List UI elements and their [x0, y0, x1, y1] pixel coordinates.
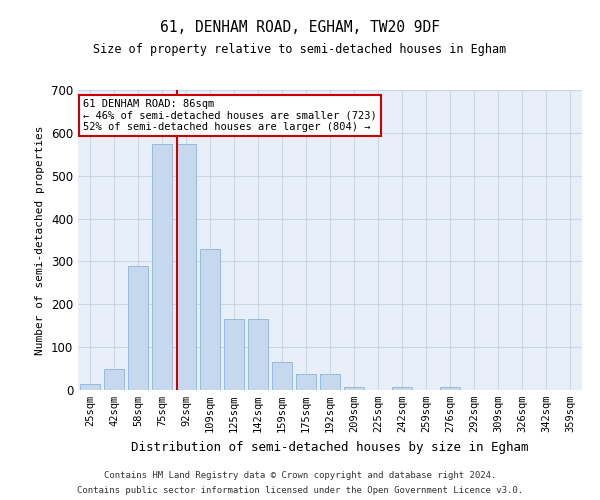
Bar — [392, 386, 412, 390]
Bar — [152, 144, 172, 390]
Bar — [200, 248, 220, 390]
Text: Size of property relative to semi-detached houses in Egham: Size of property relative to semi-detach… — [94, 42, 506, 56]
Bar — [296, 374, 316, 390]
Text: Contains public sector information licensed under the Open Government Licence v3: Contains public sector information licen… — [77, 486, 523, 495]
Bar — [272, 362, 292, 390]
Y-axis label: Number of semi-detached properties: Number of semi-detached properties — [35, 125, 46, 355]
Bar — [176, 144, 196, 390]
Text: 61, DENHAM ROAD, EGHAM, TW20 9DF: 61, DENHAM ROAD, EGHAM, TW20 9DF — [160, 20, 440, 35]
Text: 61 DENHAM ROAD: 86sqm
← 46% of semi-detached houses are smaller (723)
52% of sem: 61 DENHAM ROAD: 86sqm ← 46% of semi-deta… — [83, 99, 377, 132]
Bar — [440, 386, 460, 390]
Bar — [128, 266, 148, 390]
Bar — [320, 374, 340, 390]
X-axis label: Distribution of semi-detached houses by size in Egham: Distribution of semi-detached houses by … — [131, 440, 529, 454]
Text: Contains HM Land Registry data © Crown copyright and database right 2024.: Contains HM Land Registry data © Crown c… — [104, 471, 496, 480]
Bar — [224, 320, 244, 390]
Bar — [104, 368, 124, 390]
Bar — [344, 386, 364, 390]
Bar — [80, 384, 100, 390]
Bar — [248, 320, 268, 390]
